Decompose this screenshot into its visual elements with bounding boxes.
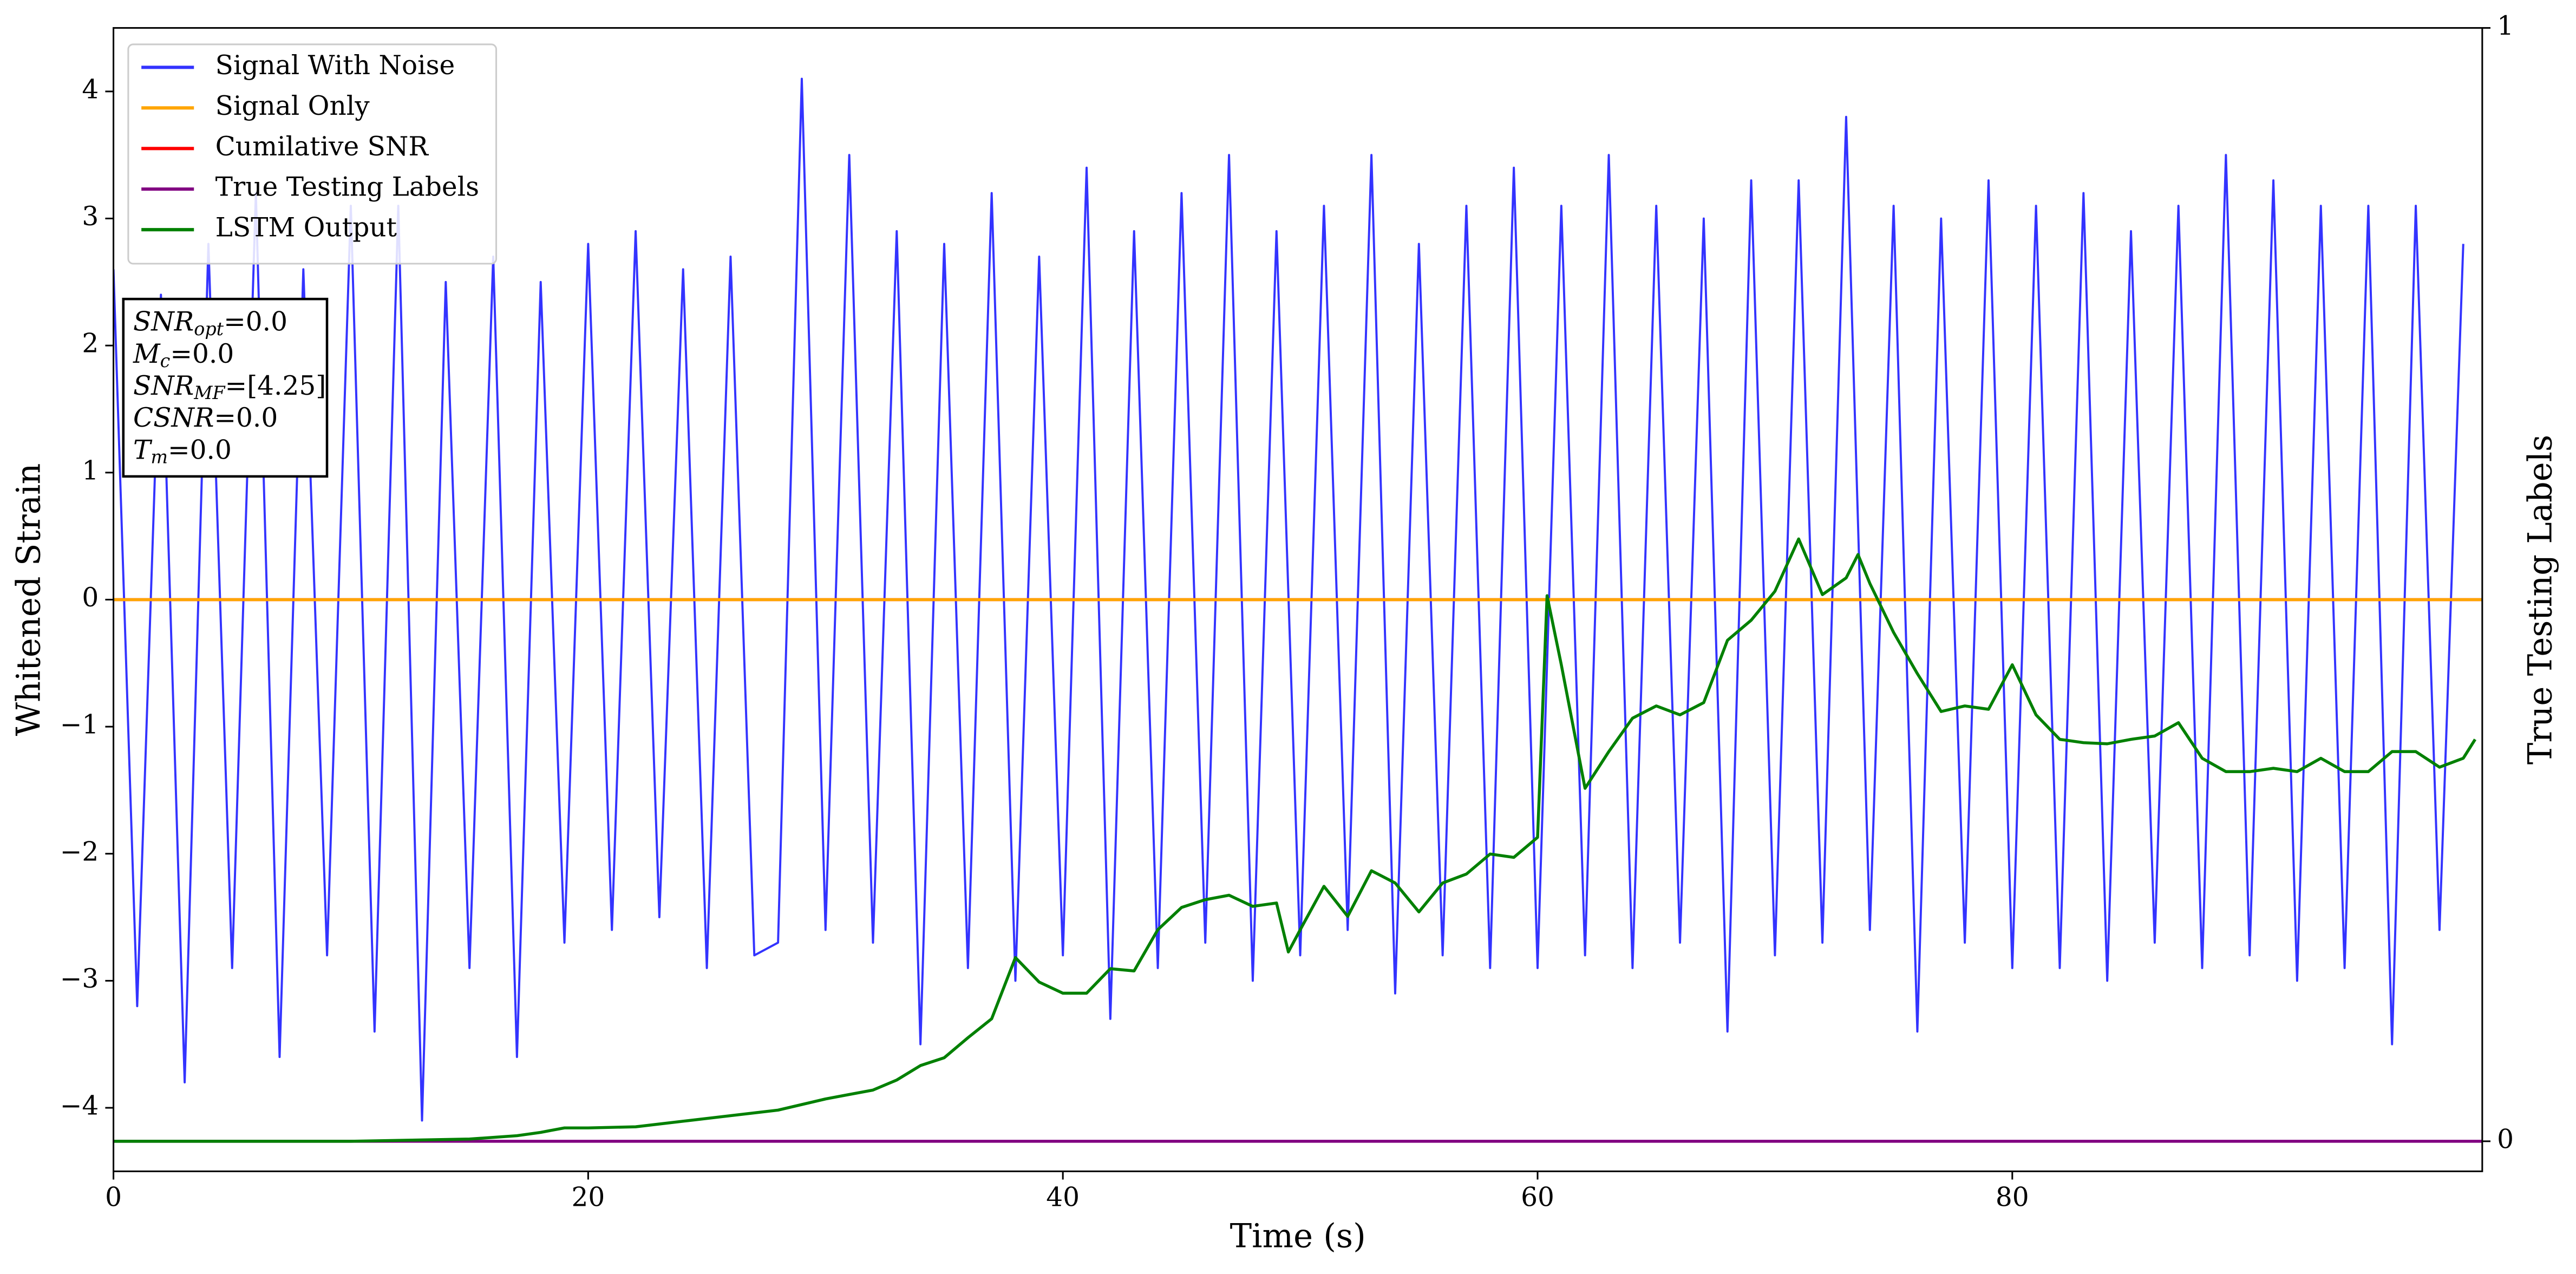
annotation-name: CSNR (133, 403, 214, 433)
x-tick-label: 40 (1046, 1182, 1080, 1212)
annotation-name: SNR (133, 306, 194, 337)
y-axis-label: Whitened Strain (10, 463, 48, 736)
annotation-box: SNRopt=0.0Mc=0.0SNRMF=[4.25]CSNR=0.0Tm=0… (122, 297, 329, 478)
legend-frame (127, 43, 498, 265)
annotation-sub: c (160, 350, 171, 371)
y-tick-label: 3 (82, 201, 99, 232)
legend-label: True Testing Labels (215, 172, 479, 202)
annotation-sub: opt (194, 318, 224, 339)
x-tick-label: 20 (571, 1182, 605, 1212)
annotation-line: SNRMF=[4.25] (133, 371, 326, 404)
annotation-value: =[4.25] (225, 371, 326, 401)
annotation-line: CSNR=0.0 (133, 403, 278, 433)
annotation-name: M (133, 338, 161, 369)
y-tick-label: 1 (82, 455, 99, 486)
annotation-sub: m (151, 447, 168, 468)
x-tick-label: 60 (1521, 1182, 1554, 1212)
legend: Signal With Noise Signal Only Cumilative S… (127, 43, 498, 265)
y-tick-label: 0 (82, 583, 99, 613)
y-tick-label: 2 (82, 329, 99, 359)
legend-label: LSTM Output (215, 213, 397, 243)
y2-tick-label: 1 (2497, 11, 2514, 41)
y-tick-label: −2 (60, 837, 99, 867)
annotation-value: =0.0 (224, 306, 287, 337)
y-tick-label: −3 (60, 964, 99, 994)
plot-area (113, 77, 2482, 1143)
annotation-name: SNR (133, 371, 194, 401)
annotation-value: =0.0 (168, 435, 232, 465)
annotation-name: T (133, 435, 153, 465)
series-line (113, 77, 2464, 1122)
x-axis-label: Time (s) (1230, 1217, 1366, 1255)
annotation-value: =0.0 (214, 403, 278, 433)
x-tick-label: 80 (1996, 1182, 2029, 1212)
y-tick-label: −4 (60, 1091, 99, 1121)
x-tick-label: 0 (105, 1182, 122, 1212)
legend-label: Signal Only (215, 91, 370, 121)
y2-axis-label: True Testing Labels (2522, 435, 2560, 765)
annotation-line: Mc=0.0 (133, 338, 234, 371)
annotation-frame (122, 297, 329, 478)
annotation-sub: MF (193, 382, 226, 403)
y2-tick-label: 0 (2497, 1124, 2514, 1154)
annotation-line: Tm=0.0 (133, 435, 232, 468)
legend-label: Signal With Noise (215, 50, 455, 81)
series-line (113, 537, 2477, 1143)
annotation-line: SNRopt=0.0 (133, 306, 287, 339)
annotation-value: =0.0 (170, 338, 234, 369)
y-tick-label: −1 (60, 710, 99, 740)
legend-label: Cumilative SNR (215, 132, 429, 162)
y-tick-label: 4 (82, 74, 99, 104)
